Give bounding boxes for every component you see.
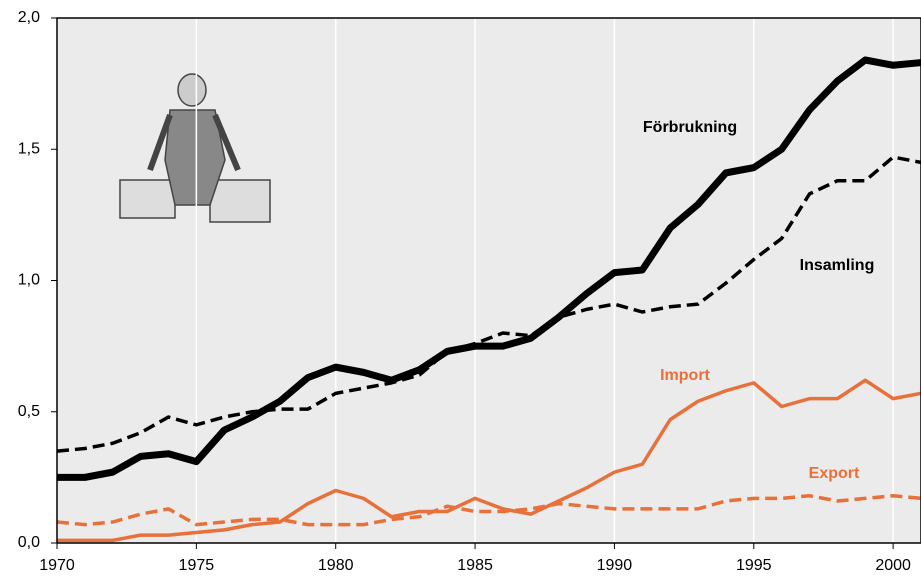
- y-tick-label: 0,5: [18, 403, 40, 420]
- x-tick-label: 2000: [875, 557, 911, 574]
- x-tick-label: 1975: [179, 557, 215, 574]
- chart: 0,0 0,5 1,0 1,5 2,0 1970 1975 1980 1985 1990 1995 2…: [0, 0, 921, 577]
- x-tick-label: 1970: [39, 557, 75, 574]
- y-tick-label: 1,0: [18, 272, 40, 289]
- y-tick-label: 0,0: [18, 534, 40, 551]
- y-tick-label: 1,5: [18, 140, 40, 157]
- x-tick-label: 1995: [736, 557, 772, 574]
- series-label: Förbrukning: [643, 119, 737, 136]
- x-tick-label: 1985: [457, 557, 493, 574]
- series-label: Insamling: [800, 257, 875, 274]
- series-label: Import: [660, 367, 710, 384]
- x-tick-label: 1990: [597, 557, 633, 574]
- series-label: Export: [809, 465, 860, 482]
- x-tick-label: 1980: [318, 557, 354, 574]
- y-tick-label: 2,0: [18, 9, 40, 26]
